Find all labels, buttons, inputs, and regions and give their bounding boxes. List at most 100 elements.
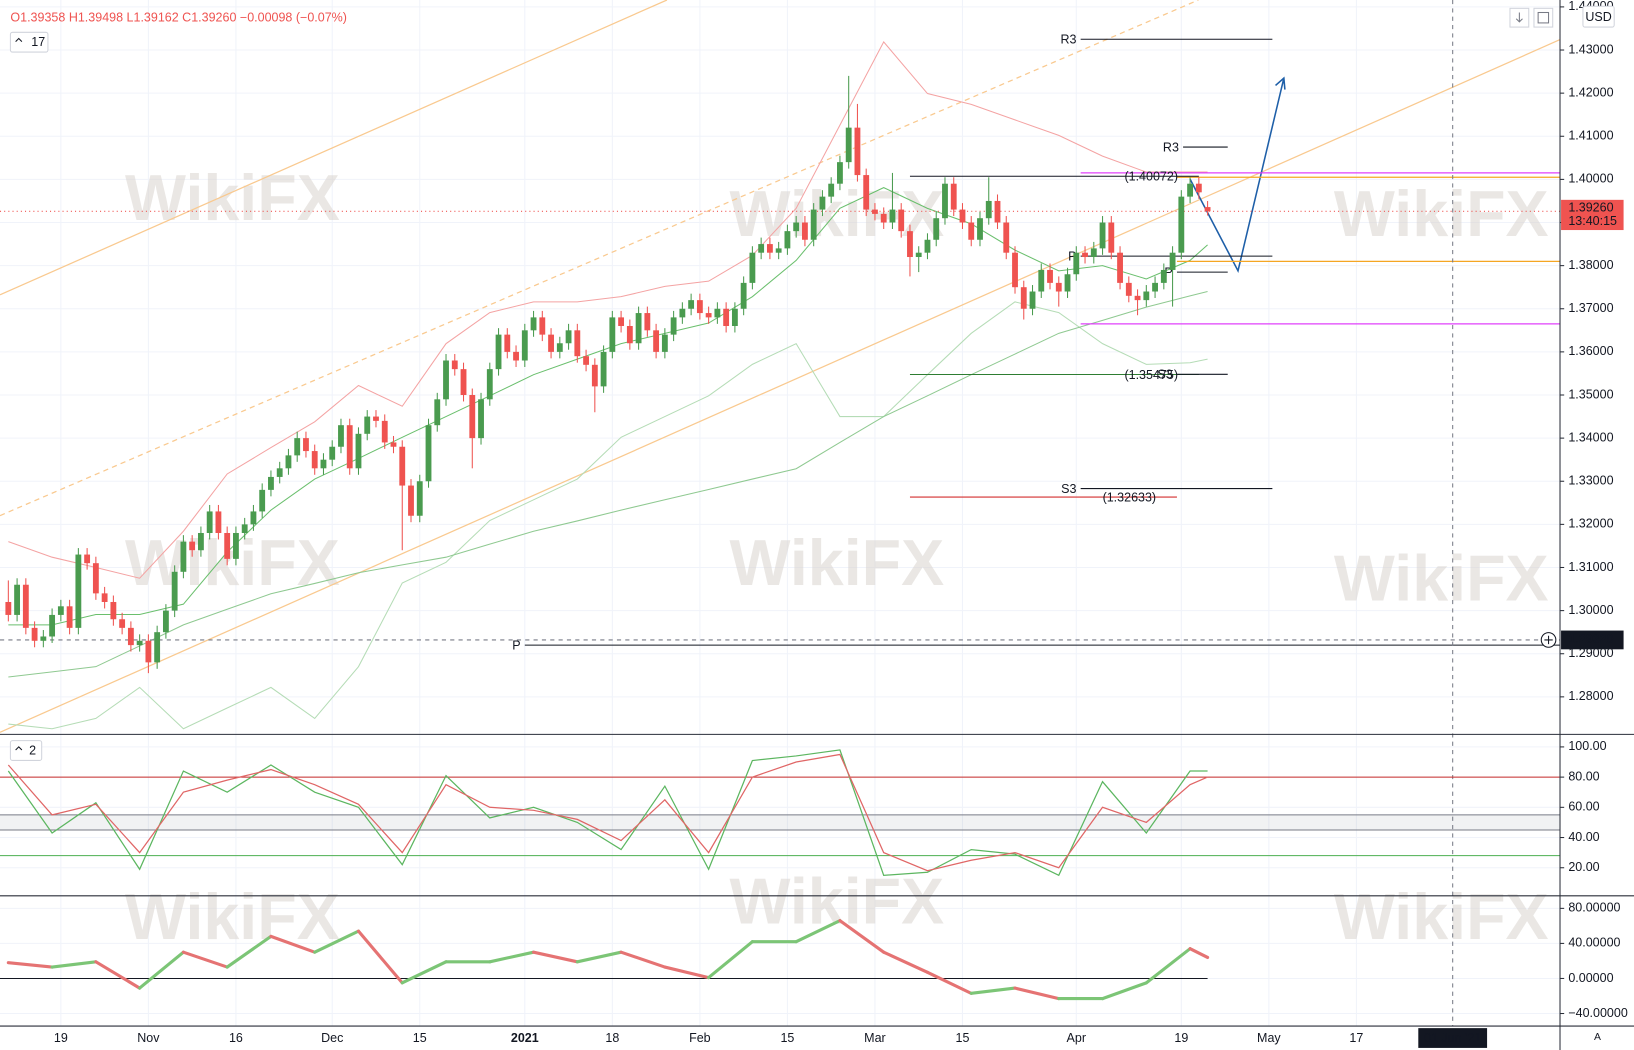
- pivot-label: (1.35475): [1124, 368, 1178, 382]
- y-tick-label: 0.00000: [1568, 971, 1613, 985]
- candle-body: [1134, 295, 1141, 301]
- x-tick-label: 18: [605, 1031, 619, 1045]
- y-tick-label: 1.40000: [1568, 172, 1613, 186]
- watermark: WikiFX: [125, 527, 340, 599]
- oscillator-segment: [138, 950, 185, 990]
- candle-body: [977, 218, 983, 240]
- watermark: WikiFX: [125, 881, 340, 953]
- candle-body: [127, 627, 134, 646]
- candle-body: [303, 438, 309, 452]
- y-tick-label: 1.32000: [1568, 517, 1613, 531]
- y-tick-label: 1.28000: [1568, 689, 1613, 703]
- indicator-count: 2: [29, 743, 36, 757]
- reset-icon: [1537, 11, 1550, 24]
- candle-body: [723, 308, 730, 327]
- candle-body: [714, 308, 721, 318]
- candle-body: [583, 356, 589, 365]
- candle-body: [1012, 252, 1018, 288]
- oscillator-segment: [531, 950, 579, 964]
- candle-body: [933, 218, 940, 240]
- oscillator-line: [7, 749, 1208, 877]
- currency-box[interactable]: [1582, 5, 1615, 28]
- indicator-badge[interactable]: [9, 31, 49, 53]
- oscillator-segment: [663, 965, 711, 980]
- candle-body: [233, 532, 239, 559]
- y-tick-label: 1.41000: [1568, 129, 1613, 143]
- collapse-icon: [15, 746, 23, 751]
- candle-body: [1073, 252, 1080, 275]
- watermark: WikiFX: [125, 162, 340, 234]
- watermark: WikiFX: [729, 527, 944, 599]
- candle-body: [224, 532, 231, 559]
- candle-body: [600, 351, 607, 387]
- legend-close: C1.39260: [182, 11, 236, 25]
- candle-body: [311, 451, 318, 469]
- trend-line: [0, 0, 668, 296]
- candle-body: [775, 248, 782, 253]
- candle-body: [1064, 274, 1071, 292]
- candle-body: [1125, 282, 1132, 296]
- candle-body: [14, 584, 21, 615]
- watermark: WikiFX: [1334, 178, 1549, 250]
- candle-body: [802, 222, 808, 240]
- candle-body: [443, 360, 449, 400]
- candle-body: [162, 610, 169, 633]
- candle-body: [644, 313, 651, 331]
- candle-body: [696, 300, 703, 314]
- candle-body: [31, 627, 38, 641]
- pivot-label: R3: [1061, 33, 1077, 47]
- candle-body: [880, 213, 887, 223]
- candle-body: [119, 619, 126, 628]
- candle-body: [810, 209, 817, 240]
- candle-body: [1160, 269, 1167, 283]
- candle-body: [1108, 222, 1115, 253]
- candle-body: [189, 541, 196, 551]
- drawings: [0, 0, 1561, 733]
- autoscale[interactable]: A: [1594, 1032, 1601, 1043]
- candle-body: [819, 196, 826, 210]
- candle-body: [784, 231, 791, 249]
- pivot-label: P: [1068, 249, 1076, 263]
- candle-body: [959, 209, 966, 223]
- candle-body: [268, 476, 274, 490]
- reset-button[interactable]: [1533, 7, 1554, 28]
- oscillator-segment: [1013, 986, 1061, 1001]
- down-icon: [1515, 12, 1523, 23]
- candle-body: [758, 244, 765, 253]
- y-tick-label: 40.00: [1568, 830, 1599, 844]
- candle-body: [451, 360, 458, 370]
- candle-body: [434, 399, 441, 426]
- candle-body: [1090, 248, 1097, 258]
- y-tick-label: 1.31000: [1568, 560, 1613, 574]
- x-tick-label: 16: [229, 1031, 243, 1045]
- y-tick-label: 20.00: [1568, 860, 1599, 874]
- oscillator-segment: [969, 986, 1017, 995]
- candle-body: [1204, 207, 1211, 212]
- candle-body: [145, 640, 152, 663]
- candle-body: [1117, 252, 1123, 283]
- indicator-line: [8, 40, 1208, 579]
- x-tick-label: Nov: [137, 1031, 160, 1045]
- y-tick-label: 40.00000: [1568, 936, 1620, 950]
- candle-body: [942, 183, 948, 219]
- x-tick-label: Mar: [864, 1031, 886, 1045]
- x-tick-label: 15: [956, 1031, 970, 1045]
- pivot-label: S3: [1157, 368, 1172, 382]
- candle-body: [845, 127, 852, 163]
- oscillator-segment: [575, 950, 623, 964]
- indicator-badge[interactable]: [9, 740, 43, 761]
- candle-body: [574, 330, 581, 357]
- candle-body: [749, 252, 756, 283]
- candle-body: [338, 425, 344, 447]
- candle-body: [766, 244, 773, 253]
- arrow-head: [1275, 76, 1286, 90]
- trend-line-dashed: [0, 0, 1199, 517]
- y-tick-label: 1.30000: [1568, 603, 1613, 617]
- oscillator-segment: [1100, 981, 1148, 1001]
- candle-body: [889, 209, 896, 223]
- candle-body: [346, 425, 353, 469]
- candle-body: [915, 252, 922, 258]
- oscillator-segment: [794, 919, 842, 944]
- candle-body: [618, 317, 625, 327]
